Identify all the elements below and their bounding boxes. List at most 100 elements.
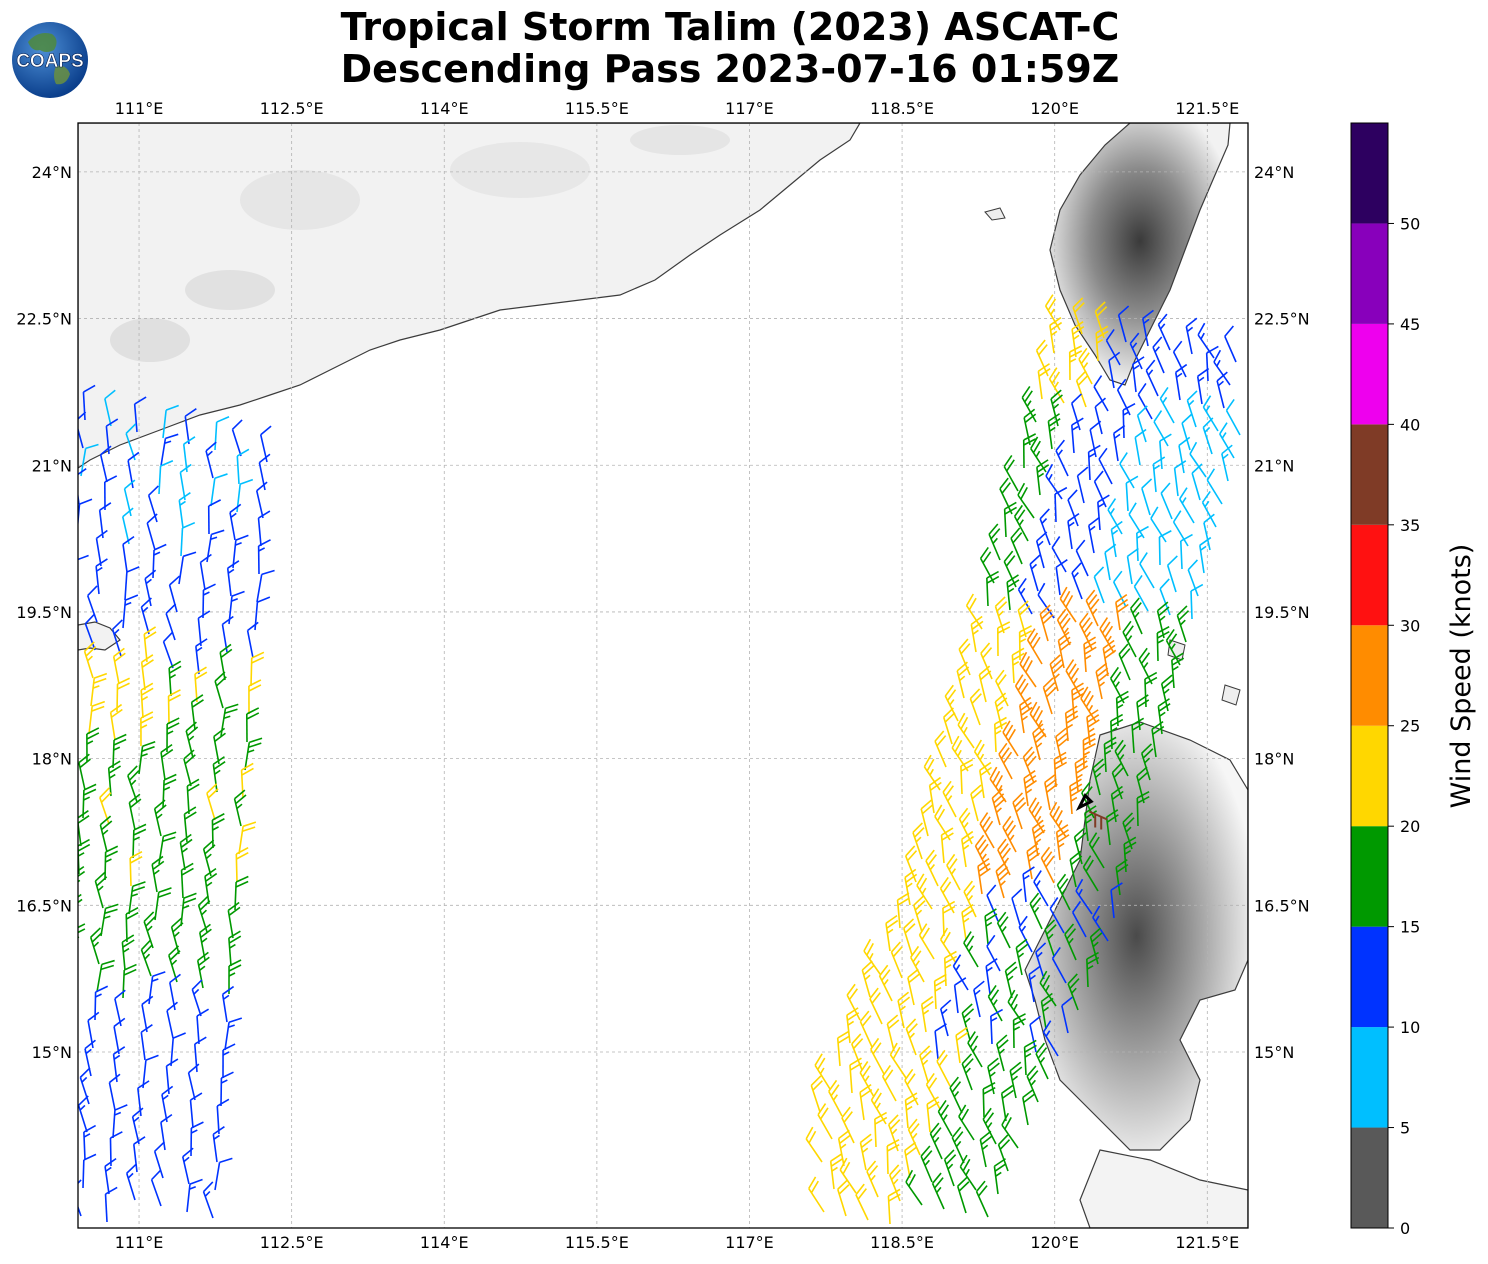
wind-barb [1225, 398, 1241, 436]
wind-barb [984, 908, 998, 945]
wind-barb [998, 742, 1013, 780]
wind-barb [1051, 536, 1067, 573]
wind-barb [1055, 559, 1068, 596]
wind-barb [1037, 363, 1051, 400]
wind-barb [979, 812, 995, 849]
wind-barb [1185, 317, 1198, 355]
wind-barb [1108, 351, 1121, 389]
wind-barb [1076, 466, 1089, 504]
lon-tick-label-top: 112.5°E [260, 99, 324, 118]
wind-barb [1055, 824, 1070, 861]
wind-barb [916, 873, 933, 910]
wind-barb [961, 1003, 975, 1041]
wind-barb [107, 760, 121, 797]
wind-barb [904, 1141, 917, 1179]
wind-barb [184, 408, 197, 445]
wind-barb [122, 963, 137, 999]
wind-barb [78, 810, 90, 847]
wind-barb [1042, 1020, 1059, 1057]
chart-title-line-1: Tropical Storm Talim (2023) ASCAT-C [340, 5, 1120, 49]
wind-barb [869, 987, 883, 1025]
wind-barb [1075, 370, 1089, 408]
wind-barb [178, 492, 191, 529]
wind-barb [1029, 892, 1043, 930]
wind-barb [942, 900, 956, 937]
wind-barb [1152, 456, 1166, 493]
wind-barb [1010, 527, 1023, 565]
wind-barb [1040, 846, 1055, 884]
wind-barb [1032, 723, 1047, 761]
wind-barb [45, 946, 61, 981]
lon-tick-label-top: 117°E [725, 99, 774, 118]
wind-barb [1051, 946, 1067, 984]
wind-barb [928, 776, 942, 814]
chart-title-line-2: Descending Pass 2023-07-16 01:59Z [340, 47, 1120, 91]
wind-barb [143, 911, 156, 949]
wind-barb [1049, 897, 1065, 934]
wind-barb [1111, 762, 1124, 800]
wind-barb [132, 1136, 146, 1173]
wind-barb [1054, 486, 1068, 523]
wind-barb [1075, 878, 1093, 915]
wind-barb [229, 503, 242, 541]
wind-barb [132, 823, 147, 859]
wind-barb [198, 923, 212, 961]
wind-barb [1087, 516, 1100, 554]
wind-barb [986, 570, 1000, 607]
wind-barb [942, 780, 957, 818]
wind-barb [46, 776, 68, 812]
wind-barb [140, 682, 154, 719]
latitude-ticks-right: 24°N 22.5°N 21°N 19.5°N 18°N 16.5°N 15°N [1254, 163, 1310, 1062]
wind-barb [1067, 973, 1080, 1011]
wind-barb [1141, 478, 1153, 516]
wind-barb [1083, 636, 1097, 673]
wind-barb [1126, 547, 1139, 585]
wind-barb [1115, 593, 1129, 631]
wind-barb [113, 1017, 126, 1055]
wind-barb [828, 1079, 843, 1117]
wind-barb [150, 1169, 162, 1207]
wind-barb [35, 1000, 52, 1036]
wind-barb [1174, 363, 1188, 401]
wind-barb [986, 934, 1001, 972]
wind-barb [1102, 639, 1117, 677]
wind-barb [1021, 386, 1037, 423]
latitude-ticks-left: 24°N 22.5°N 21°N 19.5°N 18°N 16.5°N 15°N [16, 163, 72, 1062]
wind-barb [205, 441, 217, 479]
wind-barb [1176, 605, 1190, 643]
wind-barb [96, 959, 115, 993]
wind-barb [1035, 942, 1047, 980]
wind-barb [84, 613, 96, 651]
wind-barb [989, 766, 1007, 803]
wind-barb [814, 1053, 831, 1090]
wind-barb [973, 980, 985, 1018]
wind-barb [1172, 510, 1189, 547]
wind-barb [934, 1023, 947, 1060]
wind-barb [257, 510, 271, 547]
lat-tick-label-right: 22.5°N [1254, 310, 1310, 329]
wind-barb [1039, 508, 1051, 546]
wind-barb [1128, 502, 1145, 539]
wind-barb [53, 834, 66, 868]
wind-barb [131, 1107, 144, 1145]
wind-barb [99, 445, 112, 483]
wind-barb [1088, 832, 1105, 869]
wind-barb [104, 1186, 118, 1223]
wind-barb [1178, 436, 1191, 474]
wind-barb [43, 974, 60, 1009]
wind-barb [1069, 778, 1083, 815]
colorbar-segment [1351, 424, 1388, 525]
wind-barb [982, 1081, 996, 1118]
wind-barb [963, 931, 979, 968]
wind-barb [955, 1026, 969, 1064]
wind-barb [886, 1014, 900, 1052]
wind-barb [926, 1096, 940, 1133]
lon-tick-label-top: 121.5°E [1175, 99, 1239, 118]
wind-barb [960, 758, 974, 795]
wind-barb [153, 799, 167, 837]
wind-barb [95, 558, 108, 595]
wind-barb [1012, 792, 1027, 830]
wind-barb [1197, 322, 1215, 359]
wind-barb [146, 513, 158, 551]
wind-barb [904, 1092, 918, 1129]
